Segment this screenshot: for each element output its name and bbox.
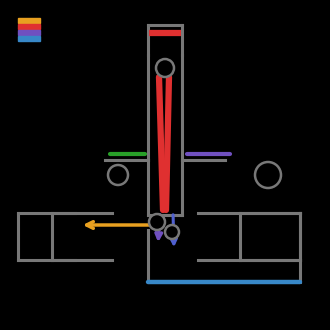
- Circle shape: [156, 59, 174, 77]
- Circle shape: [108, 165, 128, 185]
- Bar: [18, 36, 40, 41]
- Circle shape: [149, 214, 165, 230]
- Bar: [18, 24, 40, 29]
- Bar: [18, 18, 40, 23]
- Bar: [18, 30, 40, 35]
- Circle shape: [165, 225, 179, 239]
- Circle shape: [255, 162, 281, 188]
